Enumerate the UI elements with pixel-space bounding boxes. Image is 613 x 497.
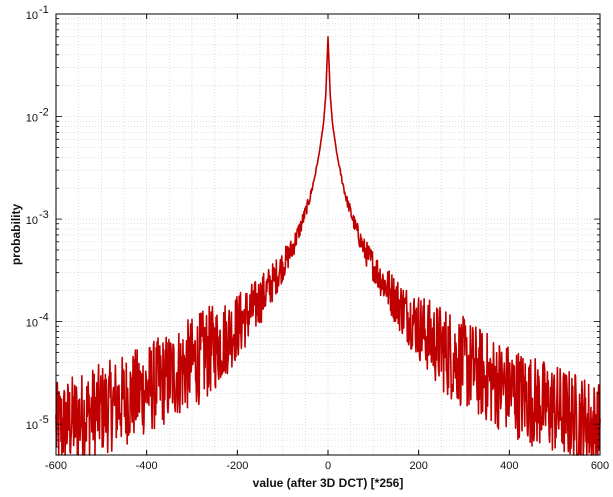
y-tick-exponent: -2: [39, 107, 49, 119]
data-series: [55, 35, 601, 456]
axis-ticks: -600 -400 -200 0 200 400 60010-510-410-310-210…: [26, 4, 609, 472]
x-tick-label: -400: [136, 460, 158, 472]
x-tick-label: 200: [409, 460, 427, 472]
series-line: [55, 35, 601, 456]
y-tick-exponent: -4: [39, 312, 49, 324]
y-tick-label: 10: [26, 10, 38, 22]
y-tick-label: 10: [26, 215, 38, 227]
x-tick-label: 0: [325, 460, 331, 472]
y-tick-label: 10: [26, 318, 38, 330]
y-tick-exponent: -5: [39, 414, 49, 426]
y-axis-label: probability: [9, 204, 23, 266]
x-tick-label: 600: [591, 460, 609, 472]
x-tick-label: -600: [45, 460, 67, 472]
y-tick-exponent: -1: [39, 4, 49, 16]
y-tick-label: 10: [26, 113, 38, 125]
x-tick-label: 400: [500, 460, 518, 472]
y-tick-label: 10: [26, 420, 38, 432]
x-tick-label: -200: [226, 460, 248, 472]
y-tick-exponent: -3: [39, 209, 49, 221]
x-axis-label: value (after 3D DCT) [*256]: [253, 476, 404, 490]
